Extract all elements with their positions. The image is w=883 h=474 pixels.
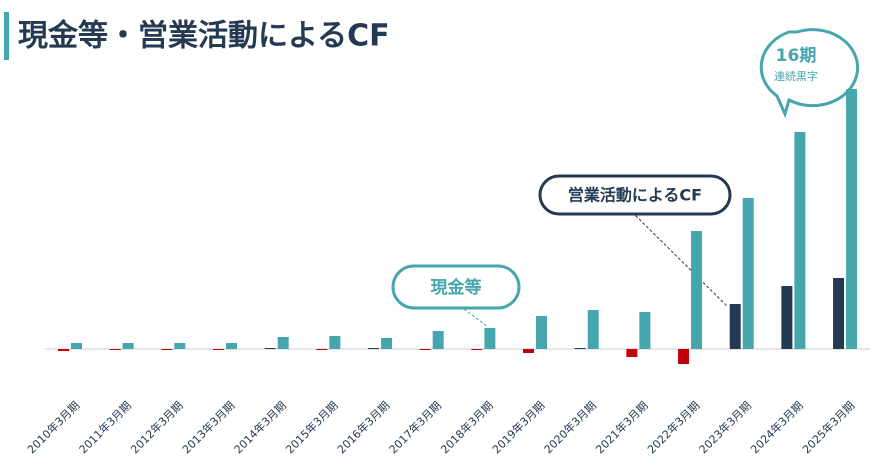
x-tick-label: 2011年3月期 bbox=[76, 398, 134, 456]
leader-line bbox=[631, 211, 729, 308]
title-accent bbox=[4, 12, 9, 60]
x-tick-label: 2021年3月期 bbox=[593, 398, 651, 456]
bar bbox=[264, 348, 276, 349]
x-tick-label: 2022年3月期 bbox=[644, 398, 702, 456]
bar bbox=[329, 336, 341, 349]
bar bbox=[484, 328, 496, 349]
x-tick-label: 2018年3月期 bbox=[438, 398, 496, 456]
bar bbox=[213, 349, 225, 350]
bar bbox=[161, 349, 173, 350]
x-tick-label: 2013年3月期 bbox=[179, 398, 237, 456]
bar bbox=[226, 343, 238, 349]
bar bbox=[381, 338, 393, 349]
legend-pill bbox=[538, 174, 732, 216]
x-tick-label: 2024年3月期 bbox=[748, 398, 806, 456]
x-tick-label: 2012年3月期 bbox=[128, 398, 186, 456]
bar bbox=[626, 349, 638, 357]
legend-label: 現金等 bbox=[431, 277, 482, 298]
bar bbox=[58, 349, 69, 351]
x-tick-label: 2017年3月期 bbox=[386, 398, 444, 456]
x-tick-label: 2015年3月期 bbox=[283, 398, 341, 456]
x-tick-label: 2016年3月期 bbox=[334, 398, 392, 456]
bar bbox=[71, 343, 82, 349]
bar bbox=[833, 278, 845, 349]
bar bbox=[742, 198, 754, 349]
bar bbox=[419, 349, 431, 350]
legend-label: 営業活動によるCF bbox=[568, 186, 702, 205]
callout-bubble bbox=[759, 28, 860, 119]
bar bbox=[587, 310, 599, 349]
bar bbox=[781, 286, 793, 349]
x-tick-label: 2023年3月期 bbox=[696, 398, 754, 456]
annotation: 連続黒字 bbox=[774, 69, 818, 83]
chart-title: 現金等・営業活動によるCF bbox=[18, 19, 390, 54]
bar bbox=[639, 312, 651, 349]
bar bbox=[794, 132, 806, 349]
legend-pill bbox=[391, 264, 521, 310]
bar bbox=[368, 348, 380, 349]
bar bbox=[678, 349, 690, 364]
x-tick-label: 2020年3月期 bbox=[541, 398, 599, 456]
bar bbox=[536, 316, 548, 349]
annotation: 16期 bbox=[776, 46, 817, 66]
bar bbox=[122, 343, 134, 349]
bar bbox=[277, 337, 289, 349]
bar bbox=[846, 89, 858, 349]
bar bbox=[174, 343, 186, 349]
bar bbox=[574, 348, 586, 349]
x-tick-label: 2010年3月期 bbox=[24, 398, 82, 456]
bar bbox=[471, 349, 483, 350]
x-tick-label: 2014年3月期 bbox=[231, 398, 289, 456]
x-tick-label: 2025年3月期 bbox=[799, 398, 857, 456]
bar bbox=[691, 231, 703, 349]
bar bbox=[109, 349, 121, 350]
bar bbox=[316, 349, 328, 350]
bar bbox=[729, 304, 741, 349]
bar bbox=[432, 331, 444, 349]
x-tick-label: 2019年3月期 bbox=[489, 398, 547, 456]
bar bbox=[523, 349, 535, 353]
